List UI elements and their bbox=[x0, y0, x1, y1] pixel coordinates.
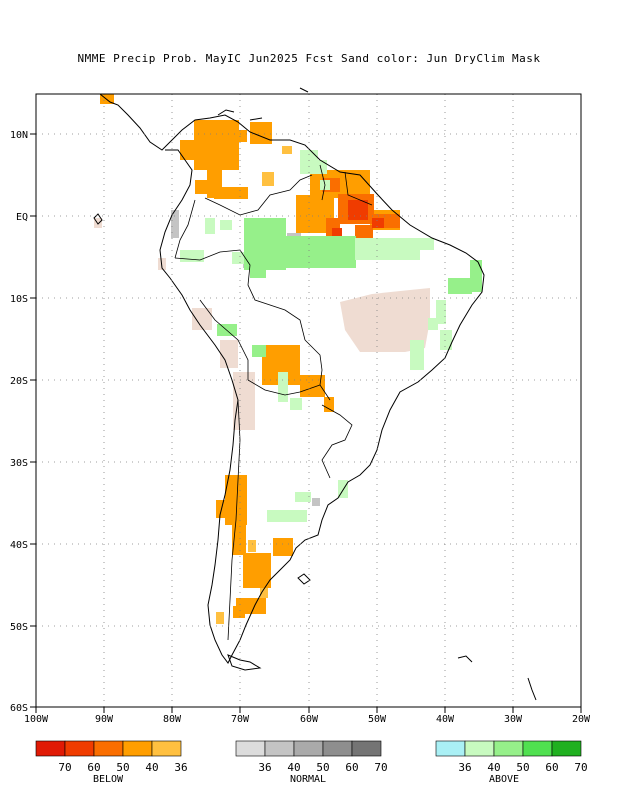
legend-swatch-above-70 bbox=[551, 740, 582, 757]
legend-normal-label: NORMAL bbox=[290, 774, 326, 785]
legend-above-label: ABOVE bbox=[489, 774, 519, 785]
legend-tick: 40 bbox=[145, 761, 158, 774]
map-area bbox=[30, 87, 582, 713]
gridlines bbox=[36, 94, 581, 707]
legend-swatch-below-36 bbox=[151, 740, 182, 757]
lat-label: EQ bbox=[16, 212, 28, 223]
longitude-labels: 100W 90W 80W 70W 60W 50W 40W 30W 20W bbox=[24, 714, 591, 725]
above-normal-cells bbox=[180, 150, 482, 522]
legend-tick: 50 bbox=[116, 761, 129, 774]
legend-swatch-normal-36 bbox=[235, 740, 266, 757]
legend-swatch-normal-40 bbox=[264, 740, 295, 757]
legend-tick: 40 bbox=[287, 761, 300, 774]
legend-below: 70 60 50 40 36 BELOW bbox=[35, 740, 188, 785]
below-normal-cells bbox=[100, 94, 400, 624]
lon-label: 100W bbox=[24, 714, 49, 725]
lat-label: 40S bbox=[10, 540, 28, 551]
lat-label: 60S bbox=[10, 703, 28, 714]
legend-tick: 60 bbox=[87, 761, 100, 774]
legend-above: 36 40 50 60 70 ABOVE bbox=[435, 740, 588, 785]
legend-swatch-below-50 bbox=[93, 740, 124, 757]
legend-tick: 70 bbox=[374, 761, 387, 774]
country-borders bbox=[174, 164, 373, 641]
lon-label: 60W bbox=[300, 714, 319, 725]
lat-label: 30S bbox=[10, 458, 28, 469]
coastlines bbox=[93, 87, 537, 701]
legend-tick: 36 bbox=[258, 761, 271, 774]
lon-label: 70W bbox=[231, 714, 250, 725]
legend-tick: 70 bbox=[58, 761, 71, 774]
lon-label: 30W bbox=[504, 714, 523, 725]
lon-label: 80W bbox=[163, 714, 182, 725]
lon-label: 90W bbox=[95, 714, 114, 725]
tick-marks bbox=[30, 133, 582, 713]
legend-tick: 36 bbox=[174, 761, 187, 774]
legend-swatch-above-40 bbox=[464, 740, 495, 757]
lon-label: 20W bbox=[572, 714, 591, 725]
legend-swatch-below-60 bbox=[64, 740, 95, 757]
lat-label: 10S bbox=[10, 294, 28, 305]
lat-label: 10N bbox=[10, 130, 28, 141]
lat-label: 20S bbox=[10, 376, 28, 387]
legend-tick: 50 bbox=[316, 761, 329, 774]
lon-label: 50W bbox=[368, 714, 387, 725]
latitude-labels: 10N EQ 10S 20S 30S 40S 50S 60S bbox=[10, 130, 28, 714]
legend-below-label: BELOW bbox=[93, 774, 124, 785]
legend-tick: 40 bbox=[487, 761, 500, 774]
legend-swatch-below-40 bbox=[122, 740, 153, 757]
legend-normal: 36 40 50 60 70 NORMAL bbox=[235, 740, 388, 785]
legend-swatch-normal-70 bbox=[351, 740, 382, 757]
legend-swatch-normal-50 bbox=[293, 740, 324, 757]
legend-tick: 60 bbox=[545, 761, 558, 774]
legend-swatch-above-36 bbox=[435, 740, 466, 757]
legend-swatch-above-60 bbox=[522, 740, 553, 757]
legend-swatch-below-70 bbox=[35, 740, 66, 757]
lon-label: 40W bbox=[436, 714, 455, 725]
legend-tick: 50 bbox=[516, 761, 529, 774]
lat-label: 50S bbox=[10, 622, 28, 633]
legend-swatch-above-50 bbox=[493, 740, 524, 757]
legend-tick: 36 bbox=[458, 761, 471, 774]
map-title: NMME Precip Prob. MayIC Jun2025 Fcst San… bbox=[77, 52, 541, 65]
legend-swatch-normal-60 bbox=[322, 740, 353, 757]
legend-tick: 60 bbox=[345, 761, 358, 774]
legend-tick: 70 bbox=[574, 761, 587, 774]
